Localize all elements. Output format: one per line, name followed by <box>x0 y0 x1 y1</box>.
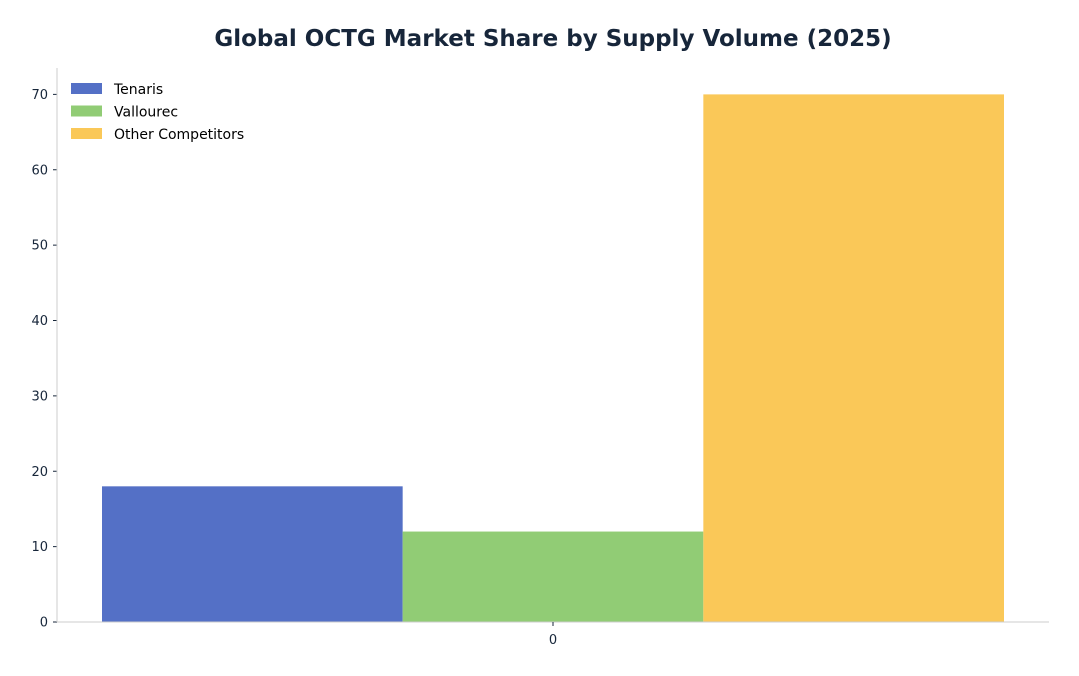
y-tick-label: 70 <box>31 88 48 103</box>
x-tick-label: 0 <box>549 633 557 648</box>
legend-swatch <box>71 128 102 139</box>
y-tick-label: 30 <box>31 389 48 404</box>
y-tick-label: 0 <box>40 616 48 631</box>
legend-label: Tenaris <box>113 82 163 98</box>
bar-tenaris <box>102 486 403 622</box>
x-axis-ticks: 0 <box>549 622 557 648</box>
legend-label: Other Competitors <box>114 127 244 143</box>
y-axis-ticks: 0 10 20 30 40 50 60 70 <box>31 88 57 631</box>
y-tick-label: 50 <box>31 239 48 254</box>
bars <box>102 94 1004 622</box>
legend-swatch <box>71 83 102 94</box>
legend-label: Vallourec <box>114 105 178 121</box>
bar-vallourec <box>402 531 704 622</box>
legend: Tenaris Vallourec Other Competitors <box>71 82 244 143</box>
y-tick-label: 10 <box>31 540 48 555</box>
bar-other-competitors <box>703 94 1004 622</box>
y-tick-label: 40 <box>31 314 48 329</box>
legend-swatch <box>71 105 102 117</box>
y-tick-label: 20 <box>31 465 48 480</box>
chart-title: Global OCTG Market Share by Supply Volum… <box>214 26 892 52</box>
y-tick-label: 60 <box>31 163 48 178</box>
